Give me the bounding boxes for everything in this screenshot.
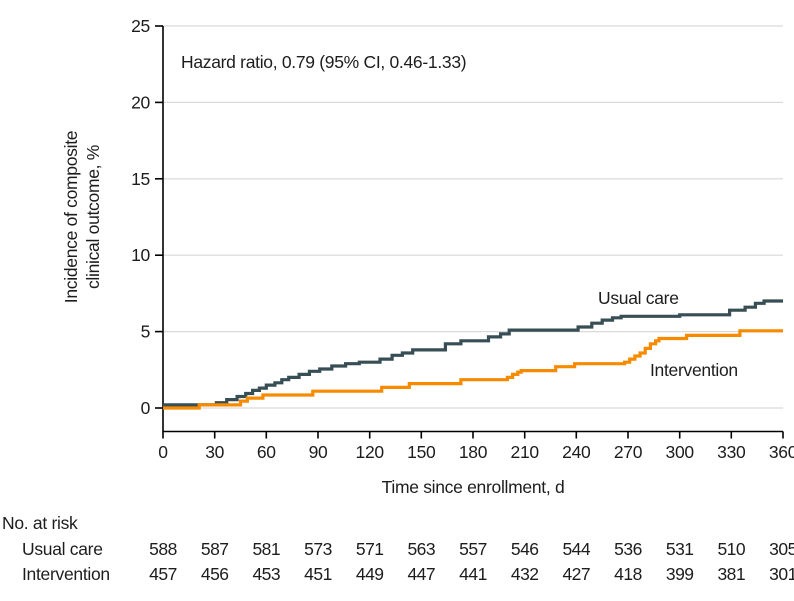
y-axis-title-line1: Incidence of composite [61,131,81,303]
risk-value: 581 [252,539,280,559]
x-tick-label: 0 [158,442,168,462]
x-tick-label: 120 [356,442,385,462]
risk-row-label-usual-care: Usual care [22,539,103,559]
y-tick-label: 10 [131,245,150,265]
y-ticks: 0 5 10 15 20 25 [131,16,163,418]
risk-value: 531 [666,539,694,559]
risk-value: 447 [407,564,435,584]
risk-value: 587 [201,539,229,559]
risk-value: 510 [717,539,745,559]
risk-value: 557 [459,539,487,559]
risk-row-label-intervention: Intervention [22,564,110,584]
risk-value: 441 [459,564,487,584]
x-tick-label: 240 [562,442,591,462]
risk-value: 457 [149,564,177,584]
risk-table-header: No. at risk [2,513,78,533]
risk-value: 381 [717,564,745,584]
x-tick-label: 180 [459,442,488,462]
risk-value: 399 [666,564,694,584]
x-tick-label: 30 [205,442,224,462]
y-tick-label: 15 [131,169,150,189]
risk-values: 588 587 581 573 571 563 557 546 544 536 531 510 305 4… [149,539,794,584]
risk-value: 305 [769,539,794,559]
usual-care-curve [163,299,783,407]
risk-value: 544 [562,539,590,559]
hazard-ratio-annotation: Hazard ratio, 0.79 (95% CI, 0.46-1.33) [181,52,466,72]
risk-value: 588 [149,539,177,559]
gridlines [163,25,783,409]
risk-value: 449 [356,564,384,584]
risk-value: 427 [562,564,590,584]
risk-value: 432 [511,564,539,584]
risk-value: 418 [614,564,642,584]
x-ticks: 0 30 60 90 120 150 180 210 240 270 300 330 360 [158,431,794,462]
x-tick-label: 150 [407,442,436,462]
y-tick-label: 5 [141,322,150,342]
x-tick-label: 60 [257,442,276,462]
risk-value: 453 [252,564,280,584]
x-tick-label: 90 [309,442,328,462]
risk-value: 546 [511,539,539,559]
risk-value: 536 [614,539,642,559]
usual-care-series-label: Usual care [598,288,679,308]
x-tick-label: 270 [614,442,643,462]
x-tick-label: 360 [769,442,794,462]
x-tick-label: 300 [666,442,695,462]
intervention-curve [163,329,783,410]
y-tick-label: 20 [131,92,150,112]
y-tick-label: 25 [131,16,150,36]
risk-value: 451 [304,564,332,584]
risk-value: 301 [769,564,794,584]
x-axis-title: Time since enrollment, d [382,477,565,497]
x-tick-label: 210 [511,442,540,462]
risk-value: 573 [304,539,332,559]
x-tick-label: 330 [717,442,746,462]
y-axis-title-line2: clinical outcome, % [83,145,103,289]
risk-value: 571 [356,539,384,559]
risk-value: 563 [407,539,435,559]
y-tick-label: 0 [141,398,151,418]
risk-value: 456 [201,564,229,584]
intervention-series-label: Intervention [650,360,738,380]
